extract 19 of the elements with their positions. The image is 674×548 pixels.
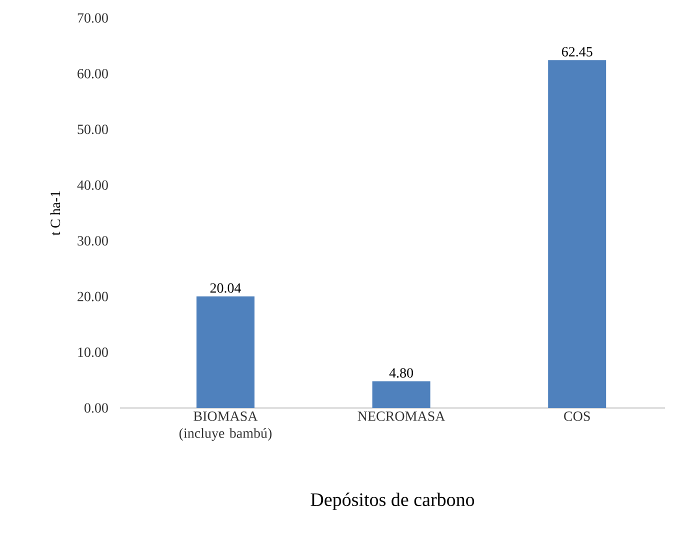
y-tick-label: 70.00 — [78, 13, 108, 23]
y-axis-title: t C ha-1 — [50, 191, 60, 236]
x-axis-title: Depósitos de carbono — [310, 492, 474, 510]
x-tick-label: BIOMASA (incluye bambú) — [179, 412, 272, 441]
bar — [196, 296, 254, 408]
bar — [372, 381, 430, 408]
data-label: 4.80 — [389, 368, 414, 378]
x-tick-label: NECROMASA — [358, 412, 446, 421]
y-tick-label: 10.00 — [78, 348, 108, 358]
y-tick-label: 0.00 — [84, 403, 108, 413]
data-label: 62.45 — [562, 47, 592, 57]
y-tick-label: 60.00 — [78, 68, 108, 78]
y-tick-label: 30.00 — [78, 236, 108, 246]
data-label: 20.04 — [210, 283, 242, 293]
y-tick-label: 50.00 — [78, 124, 108, 134]
y-tick-label: 40.00 — [77, 180, 108, 190]
bar — [548, 60, 606, 408]
x-tick-label: COS — [564, 412, 590, 421]
y-tick-label: 20.00 — [78, 292, 108, 302]
